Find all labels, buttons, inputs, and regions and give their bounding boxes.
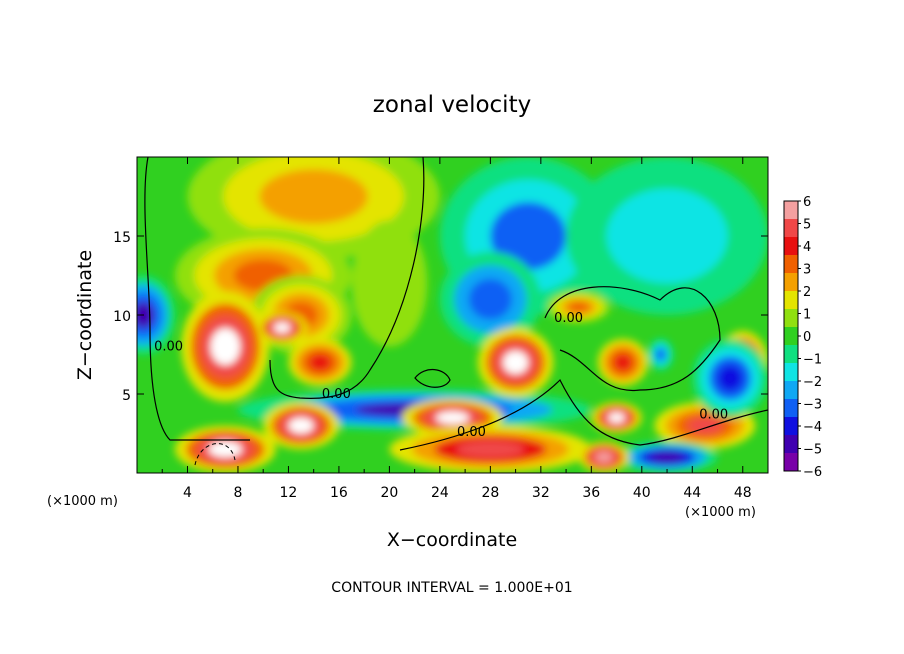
x-tick-label: 8: [233, 485, 242, 501]
colorbar-swatch: [784, 237, 798, 256]
field-blob: [688, 417, 722, 434]
contour-label: 0.00: [154, 340, 183, 355]
x-tick-label: 32: [532, 485, 550, 501]
field-blob: [351, 220, 428, 347]
chart-title: zonal velocity: [373, 92, 531, 118]
colorbar-swatch: [784, 435, 798, 454]
colorbar: 6 5 4 3 2 1 0 −1 −2 −3 −4 −5 −6: [783, 195, 822, 480]
contour-label: 0.00: [322, 387, 351, 402]
colorbar-tick-label: 4: [803, 240, 811, 255]
field-blob: [210, 328, 241, 366]
zero-contours: [144, 157, 768, 466]
field-blob: [490, 202, 567, 270]
field-blob: [468, 278, 512, 320]
colorbar-swatch: [784, 363, 798, 382]
colorbar-swatch: [784, 255, 798, 274]
field-blob: [273, 322, 291, 333]
field-blob: [614, 354, 632, 371]
field-blob: [655, 347, 667, 362]
colorbar-swatch: [784, 381, 798, 400]
colorbar-tick-label: 6: [803, 195, 811, 210]
x-tick-label: 40: [633, 485, 651, 501]
field-blob: [502, 350, 529, 374]
colorbar-swatch: [784, 201, 798, 220]
zero-contour-line: [544, 286, 721, 392]
x-tick-label: 36: [582, 485, 600, 501]
colorbar-tick-label: −6: [803, 465, 822, 480]
y-tick-label: 10: [113, 309, 131, 325]
field-blob: [650, 451, 684, 463]
contour-label: 0.00: [457, 425, 486, 440]
field-blob: [288, 417, 314, 434]
field-blob: [608, 412, 625, 423]
colorbar-tick-label: −2: [803, 375, 822, 390]
field-blob: [717, 365, 743, 392]
contour-label: 0.00: [554, 311, 583, 326]
colorbar-swatch: [784, 291, 798, 310]
field-blob: [568, 301, 590, 313]
colorbar-tick-label: −5: [803, 443, 822, 458]
field-blob: [456, 441, 525, 458]
contour-labels: 0.00 0.00 0.00 0.00 0.00: [154, 311, 728, 440]
field-blobs: [137, 157, 768, 473]
colorbar-swatch: [784, 417, 798, 436]
zero-contour-line: [269, 157, 425, 399]
y-axis-label: Z−coordinate: [74, 250, 96, 380]
x-tick-label: 48: [734, 485, 752, 501]
x-axis-ticks: 4 8 12 16 20 24 28 32 36 40 44 48: [161, 157, 752, 501]
x-unit-left: (×1000 m): [47, 494, 118, 509]
field-blob: [208, 441, 243, 458]
colorbar-tick-label: 1: [803, 308, 811, 323]
y-tick-label: 15: [113, 230, 131, 246]
colorbar-swatch: [784, 399, 798, 418]
x-tick-label: 4: [183, 485, 192, 501]
x-axis-label: X−coordinate: [387, 529, 517, 551]
field-blob: [595, 451, 613, 463]
colorbar-tick-label: 3: [803, 263, 811, 278]
colorbar-swatch: [784, 327, 798, 346]
colorbar-tick-label: −3: [803, 398, 822, 413]
velocity-field: [137, 157, 768, 473]
x-tick-label: 24: [431, 485, 449, 501]
field-blob: [435, 411, 470, 425]
contour-label: 0.00: [699, 408, 728, 423]
colorbar-tick-label: −4: [803, 420, 822, 435]
field-blob: [606, 188, 728, 284]
colorbar-swatch: [784, 219, 798, 238]
colorbar-swatch: [784, 345, 798, 364]
colorbar-tick-label: 5: [803, 218, 811, 233]
x-tick-label: 44: [683, 485, 701, 501]
x-tick-label: 12: [280, 485, 298, 501]
x-tick-label: 20: [380, 485, 398, 501]
colorbar-tick-label: −1: [803, 353, 822, 368]
colorbar-swatch: [784, 453, 798, 472]
y-axis-ticks: 5 10 15: [113, 230, 768, 404]
colorbar-tick-label: 2: [803, 285, 811, 300]
field-blob: [309, 354, 331, 371]
contour-interval-note: CONTOUR INTERVAL = 1.000E+01: [331, 580, 572, 596]
y-tick-label: 5: [122, 388, 131, 404]
field-blob: [259, 169, 368, 224]
colorbar-swatch: [784, 309, 798, 328]
zero-contour-line: [399, 378, 768, 451]
negative-contour-line: [194, 443, 236, 466]
colorbar-swatch: [784, 273, 798, 292]
zero-contour-line: [144, 157, 250, 441]
zero-contour-line: [414, 369, 451, 388]
x-tick-label: 28: [481, 485, 499, 501]
colorbar-tick-label: 0: [803, 330, 811, 345]
x-unit-right: (×1000 m): [685, 505, 756, 520]
x-tick-label: 16: [330, 485, 348, 501]
